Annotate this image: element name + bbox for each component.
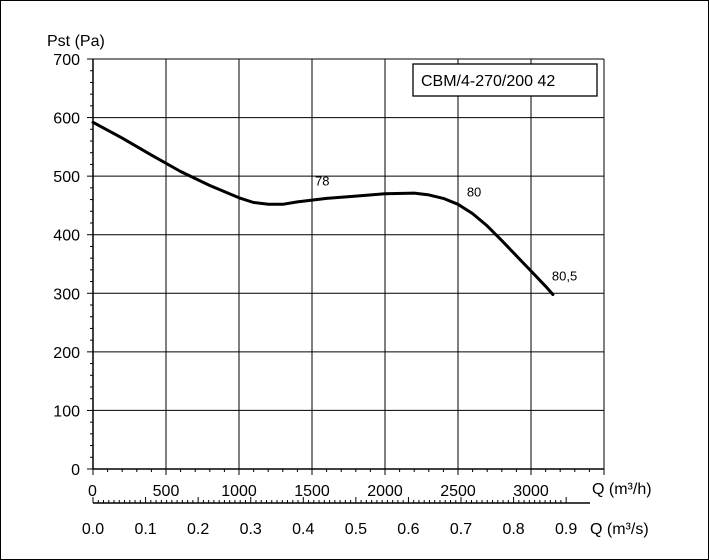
series-curve — [91, 120, 555, 296]
x-tick-label: 1500 — [294, 483, 330, 500]
x-tick-label: 500 — [153, 483, 180, 500]
x2-tick-label: 0.7 — [450, 521, 472, 538]
curve-annotation: 80,5 — [552, 269, 577, 284]
y-tick-label: 100 — [53, 403, 80, 420]
grid-lines — [93, 58, 605, 469]
x2-tick-label: 0.1 — [134, 521, 156, 538]
x2-tick-label: 0.3 — [240, 521, 262, 538]
x2-tick-label: 0.0 — [82, 521, 104, 538]
axes — [92, 59, 604, 504]
x2-axis-label: Q (m³/s) — [590, 521, 649, 538]
x2-tick-label: 0.2 — [187, 521, 209, 538]
x-axis-label: Q (m³/h) — [592, 481, 652, 498]
x-tick-label: 1000 — [221, 483, 257, 500]
curve-annotation: 80 — [467, 184, 481, 199]
x2-tick-label: 0.6 — [397, 521, 419, 538]
x2-tick-label: 0.4 — [292, 521, 314, 538]
model-label-box — [412, 63, 598, 97]
x2-tick-label: 0.5 — [345, 521, 367, 538]
model-label: CBM/4-270/200 42 — [421, 73, 555, 90]
x-tick-label: 0 — [88, 483, 97, 500]
y-tick-labels: 0 100 200 300 400 500 600 700 — [53, 52, 80, 479]
x-tick-label: 2500 — [440, 483, 476, 500]
x2-tick-label: 0.8 — [502, 521, 524, 538]
x2-tick-labels: 0.0 0.1 0.2 0.3 0.4 0.5 0.6 0.7 0.8 0.9 — [82, 521, 577, 538]
x-tick-label: 2000 — [367, 483, 403, 500]
x-tick-label: 3000 — [513, 483, 549, 500]
y-tick-label: 600 — [53, 111, 80, 128]
y-axis-label: Pst (Pa) — [47, 33, 105, 50]
y-tick-label: 400 — [53, 228, 80, 245]
y-tick-label: 0 — [71, 462, 80, 479]
y-tick-label: 700 — [53, 52, 80, 69]
y-tick-label: 300 — [53, 286, 80, 303]
curve-annotation: 78 — [315, 174, 329, 189]
x-tick-labels: 0 500 1000 1500 2000 2500 3000 — [88, 483, 549, 500]
y-tick-label: 500 — [53, 169, 80, 186]
minor-ticks — [87, 58, 605, 503]
curve-annotations: 78 80 80,5 — [315, 174, 577, 284]
x2-tick-label: 0.9 — [555, 521, 577, 538]
y-tick-label: 200 — [53, 345, 80, 362]
